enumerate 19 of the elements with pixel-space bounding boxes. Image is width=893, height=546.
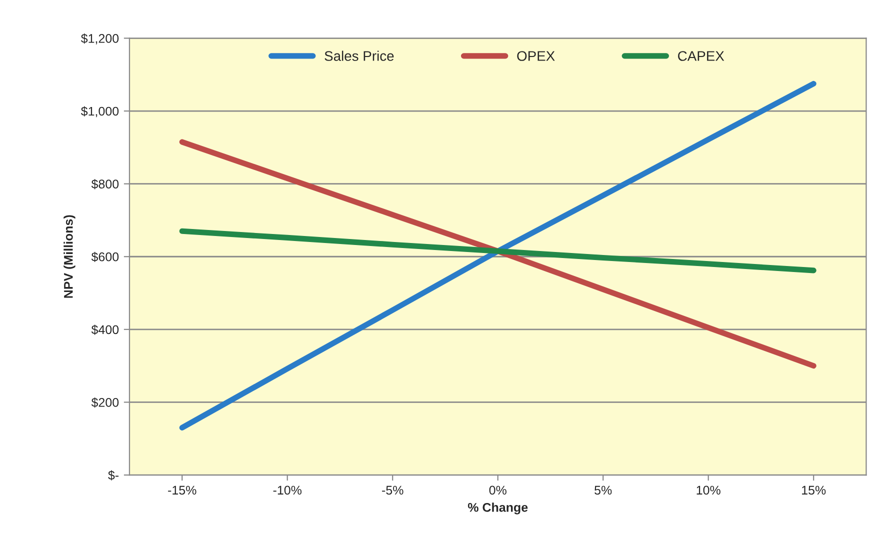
legend-label: OPEX: [517, 51, 555, 61]
y-tick-label: $200: [91, 397, 119, 408]
x-tick-label: 10%: [696, 486, 720, 495]
x-axis-title: % Change: [468, 502, 528, 514]
legend-label: Sales Price: [324, 50, 394, 61]
x-tick-label: -10%: [273, 486, 302, 495]
x-tick-label: 0%: [489, 486, 506, 495]
y-tick-label: $1,000: [80, 106, 119, 118]
legend-label: CAPEX: [678, 51, 724, 61]
x-tick-label: 15%: [802, 486, 826, 495]
y-tick-label: $-: [108, 470, 119, 480]
y-tick-label: $400: [91, 324, 119, 335]
x-tick-label: 5%: [594, 486, 612, 495]
y-tick-label: $1,200: [80, 33, 119, 44]
y-axis-title: NPV (Millions): [64, 215, 76, 298]
x-tick-label: -15%: [168, 486, 196, 495]
x-tick-label: -5%: [382, 486, 404, 495]
y-tick-label: $600: [91, 252, 119, 262]
y-tick-label: $800: [91, 179, 119, 190]
